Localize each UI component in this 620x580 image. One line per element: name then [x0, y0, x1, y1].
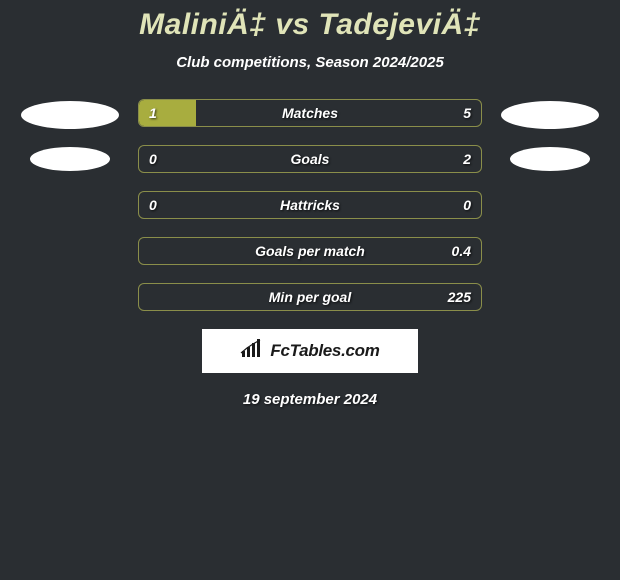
left-badges — [20, 99, 120, 189]
left-team-badge-1 — [21, 101, 119, 129]
stat-right-value: 2 — [463, 151, 471, 167]
stat-label: Min per goal — [269, 289, 351, 305]
comparison-bars: 1 Matches 5 0 Goals 2 0 Hattricks 0 Goal… — [138, 99, 482, 311]
stat-row-min-per-goal: Min per goal 225 — [138, 283, 482, 311]
subtitle: Club competitions, Season 2024/2025 — [176, 54, 444, 71]
stat-label: Goals — [291, 151, 330, 167]
stat-left-value: 0 — [149, 197, 157, 213]
stat-left-value: 1 — [149, 105, 157, 121]
stat-right-value: 0.4 — [452, 243, 471, 259]
page-title: MaliniÄ‡ vs TadejeviÄ‡ — [139, 8, 481, 42]
logo-text: FcTables.com — [270, 341, 379, 361]
left-team-badge-2 — [30, 147, 110, 171]
right-badges — [500, 99, 600, 189]
stat-label: Goals per match — [255, 243, 365, 259]
stat-label: Hattricks — [280, 197, 340, 213]
stat-row-goals: 0 Goals 2 — [138, 145, 482, 173]
main-container: MaliniÄ‡ vs TadejeviÄ‡ Club competitions… — [0, 0, 620, 408]
stats-area: 1 Matches 5 0 Goals 2 0 Hattricks 0 Goal… — [0, 99, 620, 311]
chart-icon — [240, 339, 264, 364]
stat-right-value: 5 — [463, 105, 471, 121]
stat-row-hattricks: 0 Hattricks 0 — [138, 191, 482, 219]
right-team-badge-2 — [510, 147, 590, 171]
stat-left-value: 0 — [149, 151, 157, 167]
right-team-badge-1 — [501, 101, 599, 129]
stat-right-value: 225 — [448, 289, 471, 305]
bar-fill — [139, 100, 196, 126]
stat-row-goals-per-match: Goals per match 0.4 — [138, 237, 482, 265]
stat-label: Matches — [282, 105, 338, 121]
stat-row-matches: 1 Matches 5 — [138, 99, 482, 127]
stat-right-value: 0 — [463, 197, 471, 213]
date-label: 19 september 2024 — [243, 391, 377, 408]
site-logo[interactable]: FcTables.com — [202, 329, 418, 373]
